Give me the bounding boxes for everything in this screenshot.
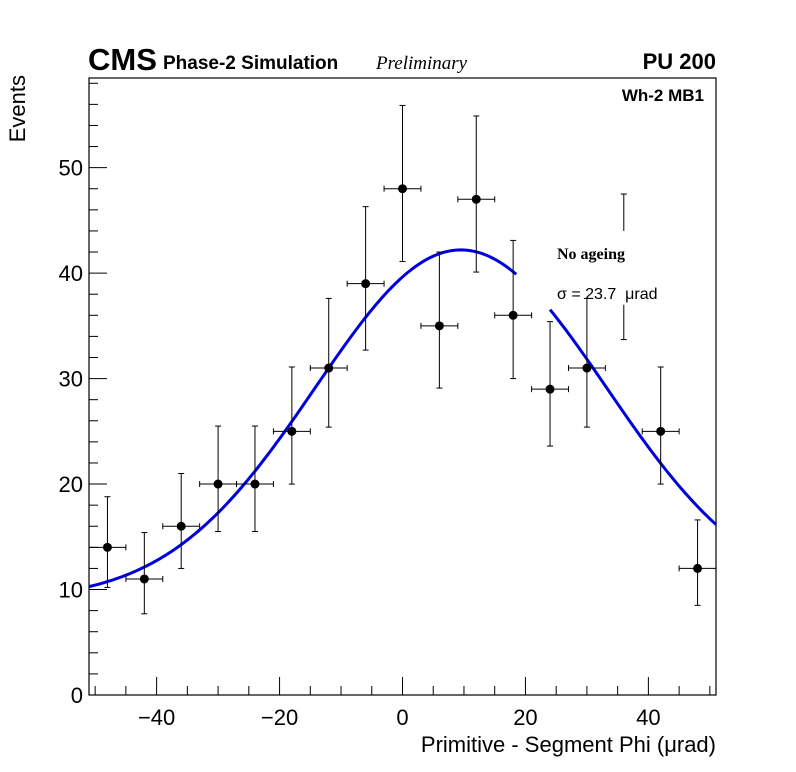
marker (434, 321, 444, 331)
marker (324, 363, 334, 373)
y-tick-label: 50 (59, 156, 83, 181)
x-tick-label: 20 (513, 705, 537, 730)
data-point (678, 519, 717, 606)
x-axis-label: Primitive - Segment Phi (μrad) (421, 732, 716, 757)
data-point (199, 425, 238, 533)
data-point (309, 297, 348, 428)
y-tick-label: 20 (59, 472, 83, 497)
data-point (88, 496, 127, 588)
data-point (457, 115, 496, 273)
marker (139, 574, 149, 584)
marker (102, 542, 112, 552)
data-point (641, 366, 680, 485)
data-point (567, 297, 606, 428)
y-axis-label: Events (5, 75, 30, 142)
simulation-label: Phase-2 Simulation (163, 53, 338, 74)
y-tick-label: 10 (59, 578, 83, 603)
x-tick-label: 0 (396, 705, 408, 730)
data-point (346, 206, 385, 351)
y-tick-label: 0 (71, 683, 83, 708)
data-point (236, 425, 274, 533)
x-tick-label: 40 (636, 705, 660, 730)
marker (656, 426, 666, 436)
axis-ticks: −40 −20 0 20 40 0 10 20 30 40 50 (59, 82, 711, 730)
marker (176, 521, 186, 531)
data-point (383, 104, 422, 263)
data-point (272, 366, 311, 485)
marker (213, 479, 223, 489)
marker (545, 384, 555, 394)
data-point (125, 532, 164, 615)
pileup-label: PU 200 (643, 49, 716, 74)
fit-layer (88, 248, 718, 589)
marker (287, 426, 297, 436)
data-point (531, 321, 569, 447)
marker (582, 363, 592, 373)
x-tick-label: −40 (138, 705, 175, 730)
data-point (162, 473, 201, 569)
sigma-label: σ = 23.7 μrad (557, 286, 657, 303)
y-tick-label: 30 (59, 367, 83, 392)
marker (398, 184, 407, 194)
fit-curve-segment (548, 308, 718, 526)
y-tick-label: 40 (59, 261, 83, 286)
data-point (494, 239, 533, 380)
marker (250, 479, 260, 489)
marker (471, 194, 481, 204)
x-tick-label: −20 (261, 705, 298, 730)
marker (693, 563, 703, 573)
hidden-point-error-bar (620, 193, 627, 341)
legend-title: No ageing (557, 246, 625, 263)
preliminary-label: Preliminary (375, 53, 468, 74)
region-label: Wh-2 MB1 (622, 86, 704, 105)
marker (508, 310, 518, 320)
fit-curve-segment (88, 248, 518, 589)
points-layer (88, 104, 717, 615)
data-point (420, 251, 459, 389)
cms-label: CMS (88, 42, 157, 77)
marker (361, 279, 371, 289)
